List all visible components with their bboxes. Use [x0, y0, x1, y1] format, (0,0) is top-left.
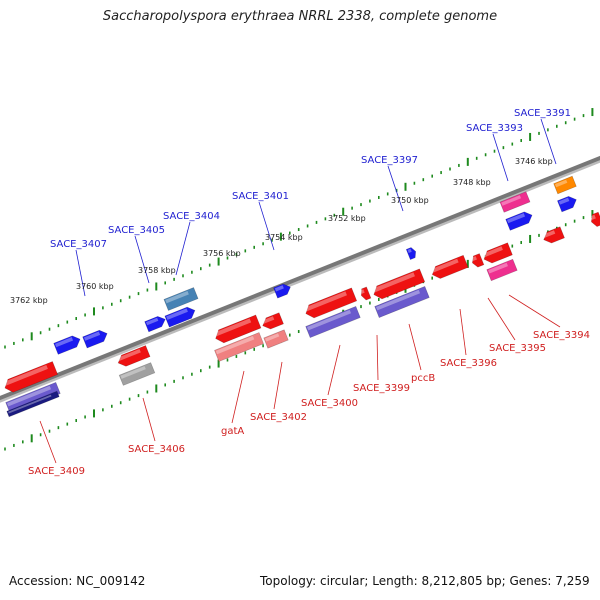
cds-blue — [82, 329, 108, 349]
cds-blue — [53, 335, 81, 355]
leader-line — [408, 323, 422, 371]
ruler-label: 3760 kbp — [76, 282, 114, 291]
gene-label-forward: SACE_3404 — [163, 211, 220, 222]
cds-blue — [164, 306, 196, 328]
accession-text: Accession: NC_009142 — [9, 574, 146, 588]
cds-red — [3, 361, 59, 393]
leader-line — [75, 249, 86, 297]
backbone-line — [0, 155, 600, 401]
genome-backbone — [0, 155, 600, 403]
cds-pink — [486, 258, 518, 282]
gene-label-reverse: SACE_3400 — [301, 398, 358, 409]
cds-gray — [118, 362, 156, 386]
leader-line — [175, 221, 191, 276]
cds-pink — [499, 191, 531, 213]
cds-blue — [273, 283, 291, 299]
cds-salmon — [214, 332, 264, 362]
cds-salmon — [263, 329, 289, 349]
leader-line — [376, 334, 379, 381]
leader-line — [540, 118, 557, 165]
leader-line — [459, 308, 467, 356]
cds-red — [372, 268, 426, 300]
cds-red — [542, 226, 565, 244]
gene-label-reverse: SACE_3409 — [28, 466, 85, 477]
gene-label-forward: SACE_3401 — [232, 191, 289, 202]
gene-label-forward: SACE_3407 — [50, 239, 107, 250]
gene-label-forward: SACE_3397 — [361, 155, 418, 166]
leader-line — [487, 297, 516, 341]
gene-label-reverse: SACE_3395 — [489, 343, 546, 354]
cds-blue-small — [405, 247, 417, 260]
cds-blue — [557, 195, 577, 213]
ruler-label: 3752 kbp — [328, 214, 366, 223]
cds-red — [482, 242, 513, 264]
ruler-labels: 3762 kbp 3760 kbp 3758 kbp 3756 kbp 3754 kbp… — [10, 157, 553, 305]
cds-red — [304, 287, 358, 319]
ruler-label: 3746 kbp — [515, 157, 553, 166]
cds-purple — [305, 306, 361, 338]
gene-label-forward: SACE_3391 — [514, 108, 571, 119]
leader-line — [492, 133, 509, 182]
cds-orange — [553, 175, 577, 195]
cds-red — [261, 312, 284, 330]
topology-text: Topology: circular; Length: 8,212,805 bp… — [260, 574, 590, 588]
ruler-label: 3762 kbp — [10, 296, 48, 305]
cds-navy — [6, 390, 60, 418]
cds-red — [431, 254, 469, 279]
cds-steel — [163, 287, 199, 311]
cds-blue — [144, 316, 166, 333]
ruler-label: 3748 kbp — [453, 178, 491, 187]
leader-line — [508, 294, 561, 328]
gene-label-reverse: SACE_3406 — [128, 444, 185, 455]
cds-red — [214, 314, 262, 344]
cds-purple — [374, 286, 430, 318]
ruler-label: 3758 kbp — [138, 266, 176, 275]
leader-line — [39, 420, 57, 464]
gene-label-reverse: SACE_3394 — [533, 330, 590, 341]
leader-line — [273, 361, 283, 410]
cds-red — [590, 211, 600, 227]
ruler-label: 3750 kbp — [391, 196, 429, 205]
leader-line — [134, 235, 150, 284]
cds-red-small — [360, 286, 372, 301]
gene-label-reverse: SACE_3399 — [353, 383, 410, 394]
gene-label-reverse: gatA — [221, 426, 244, 437]
leader-line — [231, 370, 245, 424]
leader-line — [258, 201, 275, 251]
leader-line — [327, 344, 341, 396]
cds-red-small — [471, 253, 485, 268]
label-leader-lines — [39, 118, 561, 464]
gene-label-forward: SACE_3393 — [466, 123, 523, 134]
gene-label-forward: SACE_3405 — [108, 225, 165, 236]
gene-label-reverse: pccB — [411, 373, 435, 384]
leader-line — [142, 397, 156, 442]
cds-blue — [505, 211, 533, 231]
ruler-label: 3754 kbp — [265, 233, 303, 242]
leader-line — [387, 165, 404, 212]
map-title: Saccharopolyspora erythraea NRRL 2338, c… — [102, 9, 498, 24]
gene-features — [3, 175, 600, 418]
cds-red — [117, 345, 151, 367]
cds-purple — [5, 382, 61, 414]
gene-label-reverse: SACE_3396 — [440, 358, 497, 369]
ruler-label: 3756 kbp — [203, 249, 241, 258]
gene-label-reverse: SACE_3402 — [250, 412, 307, 423]
